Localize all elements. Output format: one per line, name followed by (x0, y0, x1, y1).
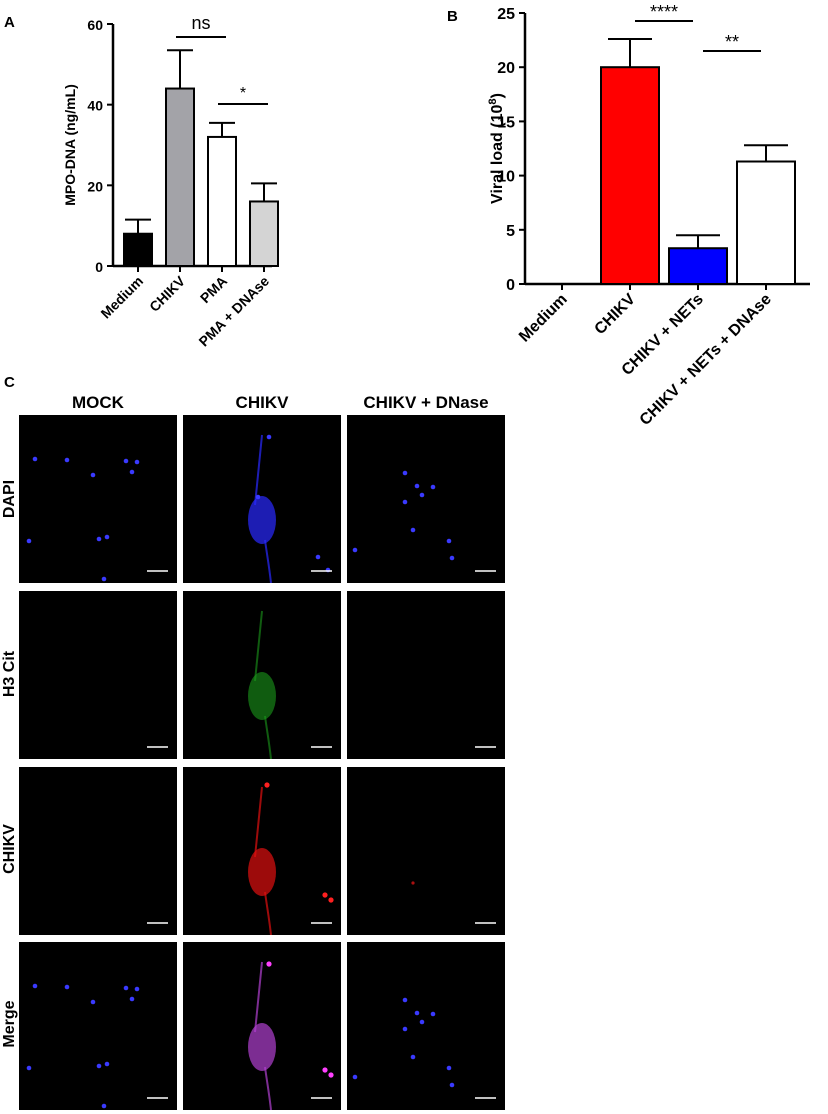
image-tile-chikv-chikv (183, 767, 341, 935)
bar (249, 200, 279, 267)
y-axis-label: Viral load (108) (487, 93, 506, 204)
y-tick-label: 15 (497, 114, 515, 131)
image-tile-merge-chikv-dnase (347, 942, 505, 1110)
image-tile-merge-chikv (183, 942, 341, 1110)
column-header-chikv-dnase: CHIKV + DNase (363, 393, 489, 412)
bar (736, 160, 796, 285)
image-tile-chikv-chikv-dnase (347, 767, 505, 935)
y-tick-label: 5 (506, 223, 515, 240)
row-label-chikv: CHIKV (1, 824, 18, 874)
image-tile-dapi-mock (19, 415, 177, 583)
image-tile-h3cit-chikv (183, 591, 341, 759)
image-tile-h3cit-chikv-dnase (347, 591, 505, 759)
y-tick-label: 0 (506, 277, 515, 294)
chart-b-viral-load: 0 5 10 15 20 25 Viral load (108) Medium CHIKVCHI… (487, 2, 810, 429)
x-tick-label: CHIKV + NETs + DNAse (637, 291, 775, 429)
row-label-h3cit: H3 Cit (1, 650, 18, 698)
image-tile-chikv-mock (19, 767, 177, 935)
image-tile-merge-mock (19, 942, 177, 1110)
x-tick-label: CHIKV (592, 291, 639, 338)
significance-label: * (240, 85, 246, 102)
y-tick-label: 20 (497, 60, 515, 77)
y-tick-label: 20 (87, 178, 103, 194)
bar (600, 66, 660, 285)
panel-letter-a: A (4, 14, 15, 31)
panel-letter-b: B (447, 8, 458, 25)
x-tick-label: CHIKV (146, 272, 189, 315)
significance-label: ns (191, 13, 210, 33)
significance-label: ** (725, 32, 739, 52)
x-tick-label: Medium (97, 273, 146, 322)
bar (668, 247, 728, 285)
significance-label: **** (650, 2, 678, 22)
bar (123, 232, 153, 268)
column-header-chikv: CHIKV (235, 393, 289, 412)
y-tick-label: 0 (95, 259, 103, 275)
image-tile-h3cit-mock (19, 591, 177, 759)
column-header-mock: MOCK (72, 393, 124, 412)
bar (165, 87, 195, 267)
y-axis-label: MPO-DNA (ng/mL) (62, 84, 78, 206)
y-tick-label: 25 (497, 6, 515, 23)
y-tick-label: 40 (87, 98, 103, 114)
row-label-merge: Merge (1, 1000, 18, 1048)
panel-letter-c: C (4, 374, 15, 391)
image-tile-dapi-chikv-dnase (347, 415, 505, 583)
x-tick-label: PMA (197, 273, 230, 306)
y-tick-label: 10 (497, 169, 515, 186)
row-label-dapi: DAPI (1, 479, 18, 519)
y-tick-label: 60 (87, 17, 103, 33)
image-tile-dapi-chikv (183, 415, 341, 583)
x-tick-label: Medium (516, 291, 571, 346)
bar (207, 135, 237, 267)
